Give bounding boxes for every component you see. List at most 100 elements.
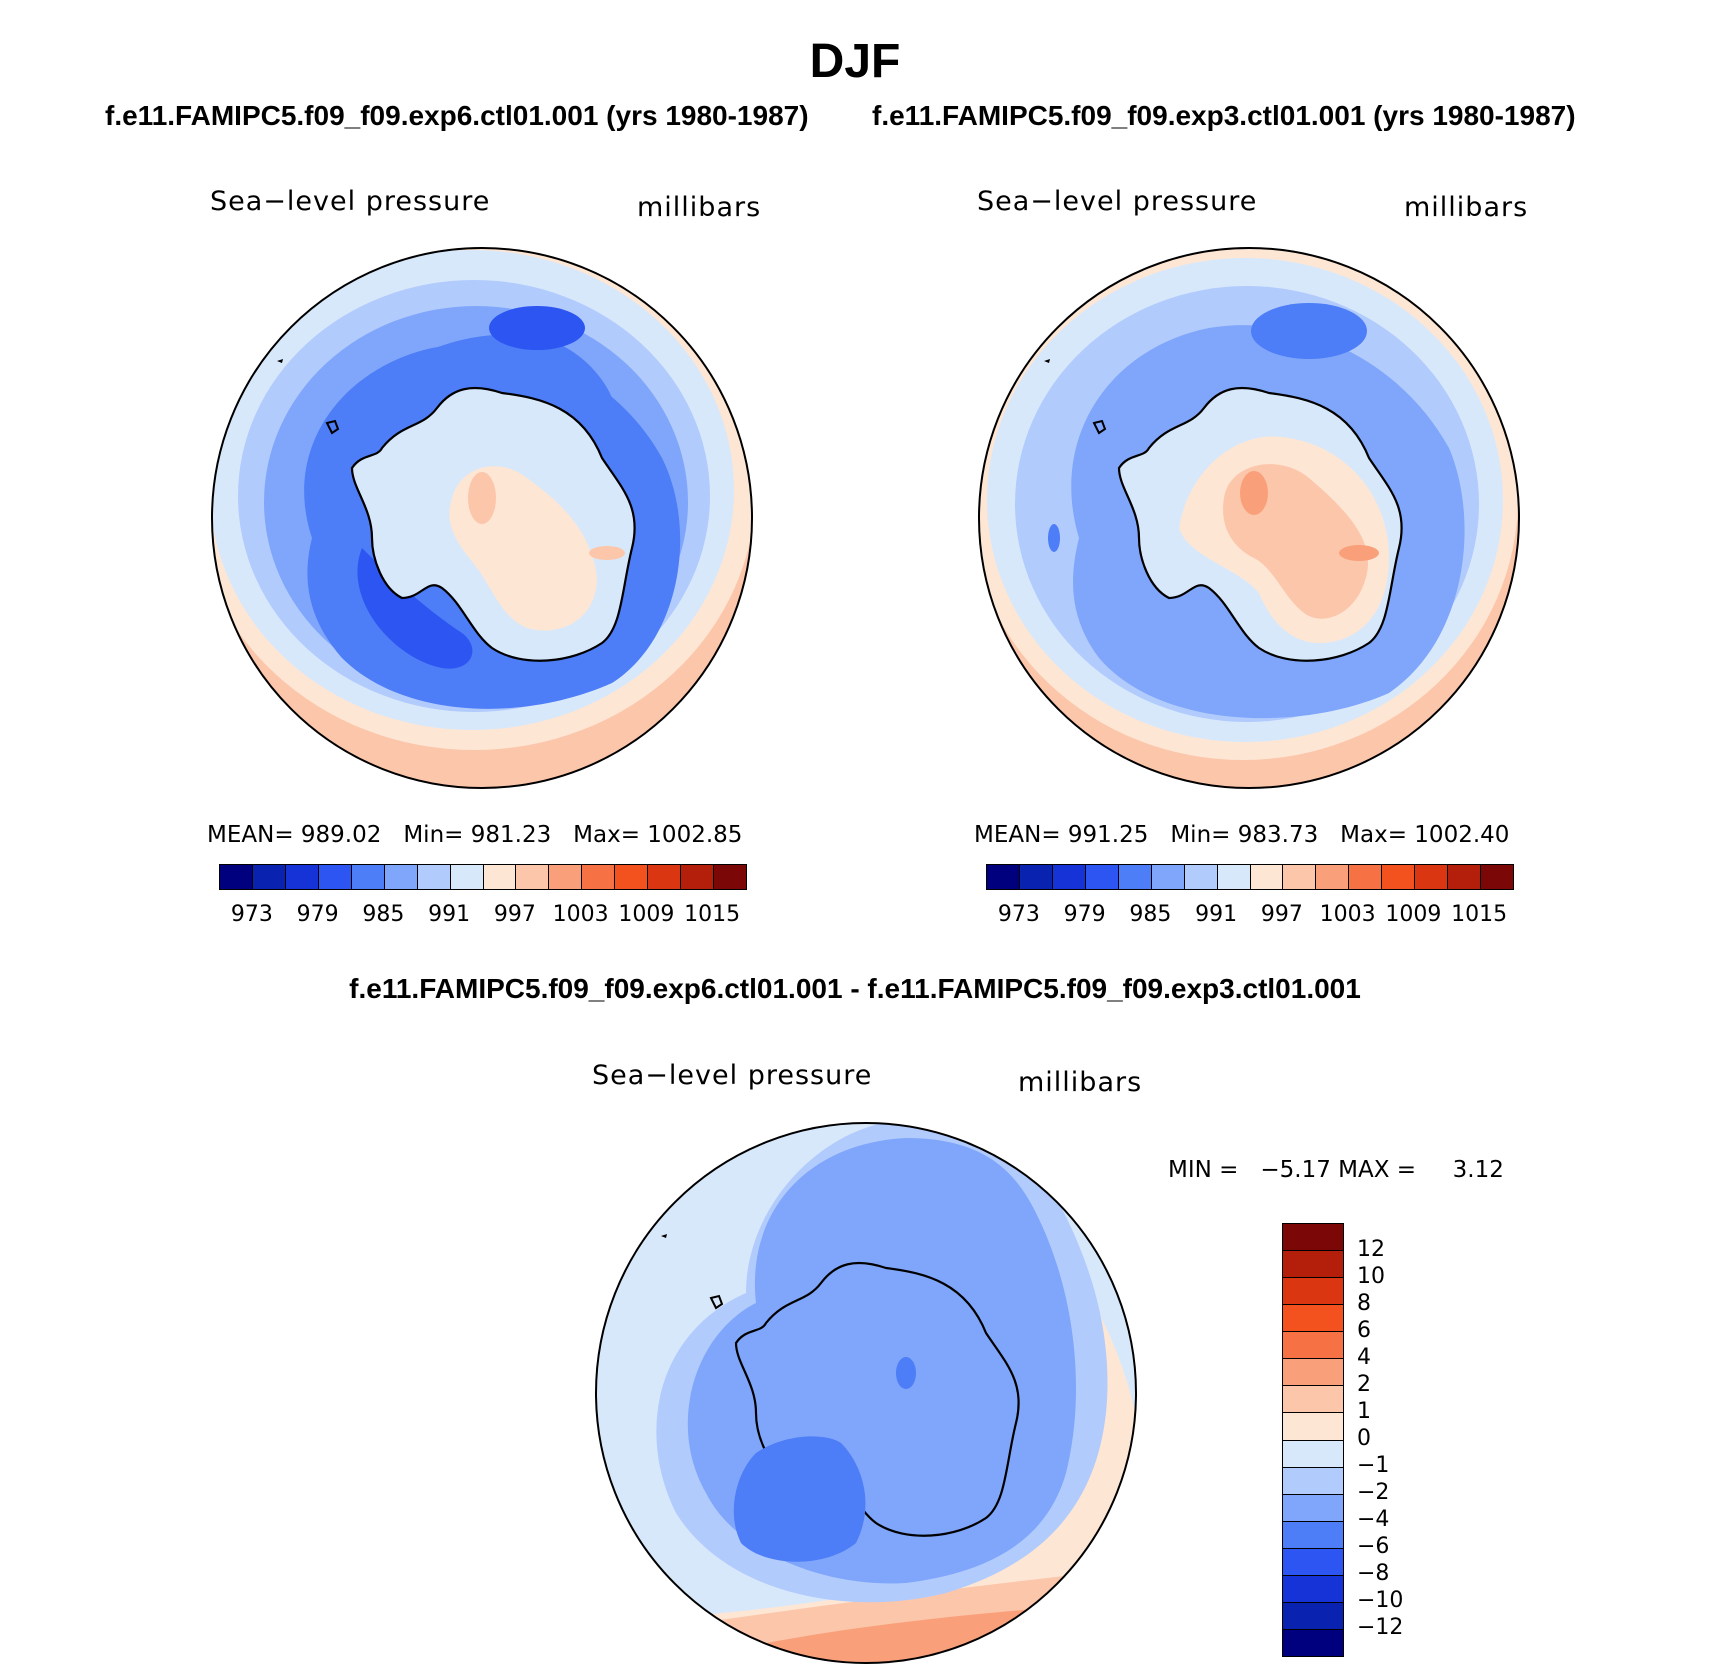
colorbar-tick-label: 10 — [1357, 1264, 1385, 1289]
control-plateau-1009 — [1240, 471, 1268, 515]
colorbar-swatch — [582, 865, 616, 889]
colorbar-swatch — [1283, 1278, 1343, 1306]
colorbar-tick-label: 4 — [1357, 1345, 1371, 1370]
difference-colorbar-ticks: 12 10 8 6 4 2 1 0 −1 −2 −4 −6 −8 −10 −12 — [1357, 1223, 1417, 1655]
test-max-value: 1002.85 — [647, 822, 743, 848]
colorbar-tick-label: 2 — [1357, 1372, 1371, 1397]
colorbar-swatch — [220, 865, 253, 889]
colorbar-swatch — [1283, 865, 1317, 889]
colorbar-swatch — [351, 865, 385, 889]
colorbar-tick-label: 973 — [230, 902, 273, 927]
colorbar-swatch — [1283, 1413, 1343, 1441]
colorbar-swatch — [1481, 865, 1513, 889]
control-variable-label: Sea−level pressure — [977, 186, 1258, 217]
control-low-core-north — [1251, 303, 1367, 359]
diff-max-label: MAX = — [1338, 1157, 1417, 1183]
colorbar-tick-label: 997 — [493, 902, 536, 927]
colorbar-tick-label: 1009 — [1385, 902, 1442, 927]
control-mean-label: MEAN= — [974, 822, 1061, 848]
control-map-border — [978, 247, 1520, 789]
diff-contour-minus4 — [733, 1436, 866, 1562]
diff-max-value: 3.12 — [1452, 1157, 1504, 1183]
colorbar-tick-label: 6 — [1357, 1318, 1371, 1343]
colorbar-tick-label: −6 — [1357, 1534, 1390, 1559]
colorbar-tick-label: 1003 — [1319, 902, 1376, 927]
colorbar-swatch — [1250, 865, 1284, 889]
colorbar-swatch — [1382, 865, 1416, 889]
colorbar-tick-label: 979 — [296, 902, 339, 927]
colorbar-swatch — [1448, 865, 1482, 889]
colorbar-swatch — [318, 865, 352, 889]
difference-units-label: millibars — [1018, 1067, 1143, 1098]
test-colorbar — [219, 864, 747, 890]
test-island — [325, 419, 340, 435]
control-plateau-1009b — [1339, 545, 1379, 561]
colorbar-tick-label: 985 — [362, 902, 405, 927]
control-max-label: Max= — [1340, 822, 1407, 848]
colorbar-swatch — [1283, 1359, 1343, 1387]
colorbar-swatch — [384, 865, 418, 889]
test-plateau-1003b — [589, 546, 625, 560]
colorbar-swatch — [1283, 1224, 1343, 1252]
colorbar-swatch — [1283, 1467, 1343, 1495]
diff-min-value: −5.17 — [1260, 1157, 1331, 1183]
colorbar-tick-label: 991 — [1195, 902, 1238, 927]
difference-variable-label: Sea−level pressure — [592, 1060, 873, 1091]
colorbar-swatch — [450, 865, 484, 889]
control-units-label: millibars — [1404, 192, 1529, 223]
colorbar-tick-label: 1009 — [618, 902, 675, 927]
control-min-label: Min= — [1170, 822, 1231, 848]
colorbar-swatch — [483, 865, 517, 889]
diff-island-2 — [661, 1234, 667, 1238]
control-case-title: f.e11.FAMIPC5.f09_f09.exp3.ctl01.001 (yr… — [872, 100, 1576, 131]
colorbar-tick-label: 985 — [1129, 902, 1172, 927]
colorbar-tick-label: 973 — [997, 902, 1040, 927]
control-min-value: 983.73 — [1237, 822, 1319, 848]
colorbar-swatch — [1415, 865, 1449, 889]
colorbar-tick-label: 8 — [1357, 1291, 1371, 1316]
colorbar-swatch — [1184, 865, 1218, 889]
test-mean-label: MEAN= — [207, 822, 294, 848]
test-max-label: Max= — [573, 822, 640, 848]
colorbar-swatch — [1283, 1575, 1343, 1603]
colorbar-swatch — [714, 865, 746, 889]
control-low-core-west — [1048, 524, 1060, 552]
colorbar-tick-label: −4 — [1357, 1507, 1390, 1532]
colorbar-swatch — [648, 865, 682, 889]
test-case-title: f.e11.FAMIPC5.f09_f09.exp6.ctl01.001 (yr… — [105, 100, 809, 131]
colorbar-tick-label: 991 — [428, 902, 471, 927]
colorbar-tick-label: 1015 — [684, 902, 741, 927]
control-stats: MEAN= 991.25 Min= 983.73 Max= 1002.40 — [974, 822, 1509, 848]
diff-antarctica-coast — [734, 1261, 1020, 1537]
colorbar-tick-label: 1015 — [1451, 902, 1508, 927]
colorbar-swatch — [549, 865, 583, 889]
colorbar-tick-label: 12 — [1357, 1237, 1385, 1262]
colorbar-swatch — [615, 865, 649, 889]
colorbar-tick-label: 1003 — [552, 902, 609, 927]
colorbar-swatch — [1118, 865, 1152, 889]
colorbar-swatch — [1283, 1251, 1343, 1279]
colorbar-swatch — [681, 865, 715, 889]
test-map — [211, 247, 753, 789]
test-mean-value: 989.02 — [300, 822, 382, 848]
test-map-border — [211, 247, 753, 789]
control-colorbar — [986, 864, 1514, 890]
colorbar-swatch — [1151, 865, 1185, 889]
colorbar-tick-label: 979 — [1063, 902, 1106, 927]
control-max-value: 1002.40 — [1414, 822, 1510, 848]
colorbar-tick-label: −10 — [1357, 1588, 1404, 1613]
difference-title: f.e11.FAMIPC5.f09_f09.exp6.ctl01.001 - f… — [349, 973, 1361, 1004]
colorbar-swatch — [252, 865, 286, 889]
colorbar-tick-label: −2 — [1357, 1480, 1390, 1505]
control-mean-value: 991.25 — [1067, 822, 1149, 848]
test-stats: MEAN= 989.02 Min= 981.23 Max= 1002.85 — [207, 822, 742, 848]
figure-title: DJF — [809, 35, 901, 88]
colorbar-swatch — [516, 865, 550, 889]
colorbar-swatch — [1283, 1521, 1343, 1549]
difference-stats: MIN = −5.17 MAX = 3.12 — [1168, 1157, 1504, 1183]
difference-map — [595, 1122, 1137, 1664]
test-units-label: millibars — [637, 192, 762, 223]
colorbar-swatch — [417, 865, 451, 889]
test-island-2 — [277, 359, 283, 363]
test-colorbar-ticks: 973 979 985 991 997 1003 1009 1015 — [219, 902, 745, 928]
